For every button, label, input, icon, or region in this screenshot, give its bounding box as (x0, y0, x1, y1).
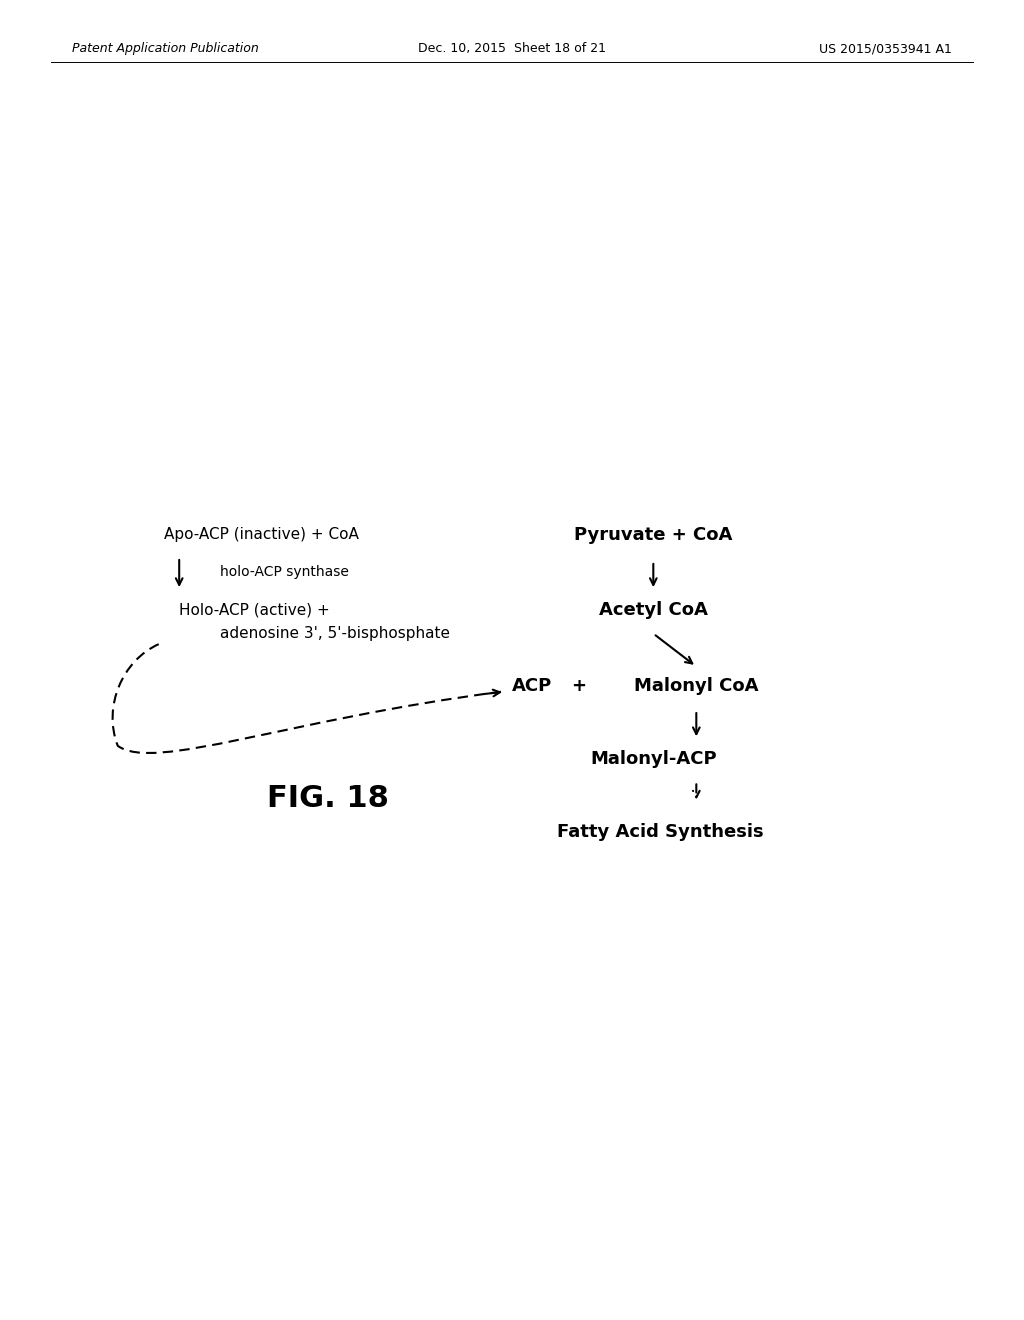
Text: Malonyl-ACP: Malonyl-ACP (590, 750, 717, 768)
Text: adenosine 3', 5'-bisphosphate: adenosine 3', 5'-bisphosphate (220, 626, 451, 642)
Text: Patent Application Publication: Patent Application Publication (72, 42, 258, 55)
Text: Apo-ACP (inactive) + CoA: Apo-ACP (inactive) + CoA (164, 527, 358, 543)
Text: Fatty Acid Synthesis: Fatty Acid Synthesis (557, 822, 764, 841)
Text: holo-ACP synthase: holo-ACP synthase (220, 565, 349, 578)
Text: Acetyl CoA: Acetyl CoA (599, 601, 708, 619)
Text: Dec. 10, 2015  Sheet 18 of 21: Dec. 10, 2015 Sheet 18 of 21 (418, 42, 606, 55)
Text: +: + (571, 677, 586, 696)
Text: FIG. 18: FIG. 18 (266, 784, 389, 813)
Text: Holo-ACP (active) +: Holo-ACP (active) + (179, 602, 330, 618)
Text: Pyruvate + CoA: Pyruvate + CoA (574, 525, 732, 544)
Text: ACP: ACP (512, 677, 553, 696)
Text: US 2015/0353941 A1: US 2015/0353941 A1 (819, 42, 952, 55)
Text: Malonyl CoA: Malonyl CoA (634, 677, 759, 696)
